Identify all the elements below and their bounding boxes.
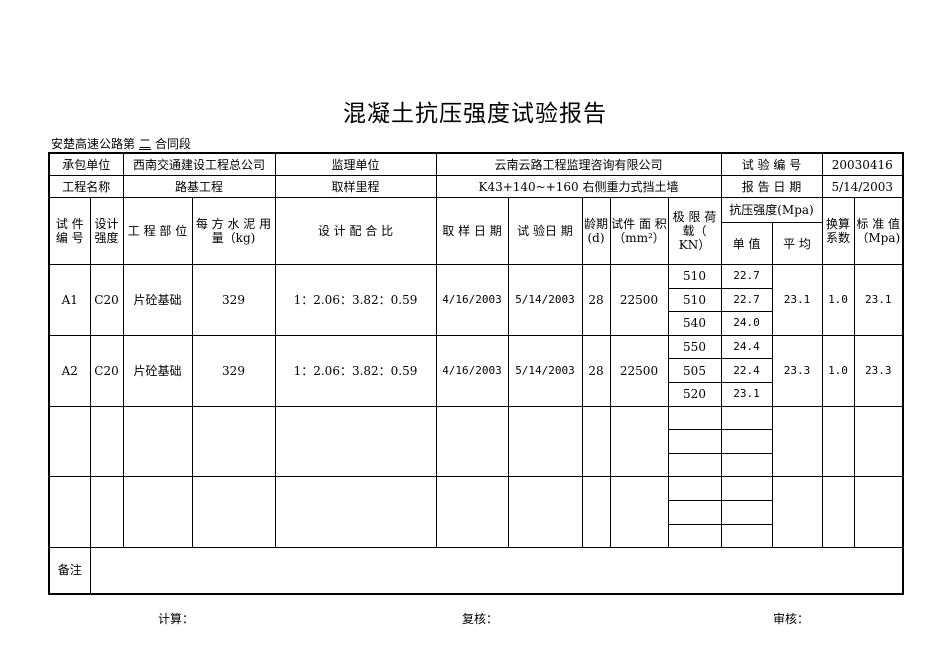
age: 28 (581, 264, 611, 336)
header-standard: 标 准 值（Mpa) (853, 197, 904, 265)
header-test-date: 试 验日 期 (507, 197, 583, 265)
single-strength: 24.0 (720, 311, 773, 336)
mileage-label: 取样里程 (274, 175, 437, 198)
remarks-field[interactable] (89, 547, 904, 595)
average-strength: 23.3 (771, 334, 823, 407)
sample-subrow: 510 22.7 (49, 287, 903, 313)
single-strength: 22.4 (720, 358, 773, 383)
report-date-value: 5/14/2003 (821, 175, 904, 198)
header-mix: 设 计 配 合 比 (274, 197, 437, 265)
contractor-label: 承包单位 (48, 152, 124, 176)
conversion-factor: 1.0 (821, 334, 855, 407)
footer-review: 复核： (462, 612, 499, 626)
cement-amount: 329 (191, 264, 276, 336)
load: 520 (667, 381, 722, 407)
specimen-no: A1 (48, 264, 91, 336)
cement-amount: 329 (191, 334, 276, 407)
test-date: 5/14/2003 (507, 264, 583, 336)
load: 510 (667, 264, 722, 289)
sample-subrow: 505 22.4 (49, 358, 903, 383)
load: 550 (667, 334, 722, 360)
header-load: 极 限 荷 载（ KN） (667, 197, 722, 265)
area: 22500 (609, 334, 669, 407)
conversion-factor: 1.0 (821, 264, 855, 336)
mix-ratio: 1：2.06：3.82：0.59 (274, 264, 437, 336)
sample-row: A1 C20 片砼基础 329 1：2.06：3.82：0.59 4/16/2003 5/1… (48, 264, 904, 336)
single-strength: 23.1 (720, 381, 773, 407)
subtitle-prefix: 安楚高速公路第 (51, 137, 136, 151)
sample-date: 4/16/2003 (435, 264, 509, 336)
header-design-strength: 设计强度 (89, 197, 124, 265)
test-date: 5/14/2003 (507, 334, 583, 407)
project-value: 路基工程 (122, 175, 276, 198)
header-factor: 换算系数 (821, 197, 855, 265)
sample-row: A2 C20 片砼基础 329 1：2.06：3.82：0.59 4/16/2003 5/1… (48, 334, 904, 407)
header-part: 工 程 部 位 (122, 197, 193, 265)
area: 22500 (609, 264, 669, 336)
header-specimen-no: 试 件 编 号 (48, 197, 91, 265)
standard-strength: 23.3 (853, 334, 904, 407)
average-strength: 23.1 (771, 264, 823, 336)
mileage-value: K43+140~+160 右侧重力式挡土墙 (435, 175, 722, 198)
report-date-label: 报 告 日 期 (720, 175, 823, 198)
header-strength: 抗压强度(Mpa) (720, 197, 823, 223)
test-no-label: 试 验 编 号 (720, 152, 823, 176)
header-sample-date: 取 样 日 期 (435, 197, 509, 265)
header-age: 龄期(d) (581, 197, 611, 265)
single-strength: 22.7 (720, 264, 773, 289)
remarks-label: 备注 (48, 547, 91, 595)
design-grade: C20 (89, 334, 124, 407)
footer-calc: 计算： (158, 612, 195, 626)
specimen-no: A2 (48, 334, 91, 407)
part: 片砼基础 (122, 264, 193, 336)
subtitle-section: 二 (139, 137, 152, 151)
standard-strength: 23.1 (853, 264, 904, 336)
header-cement: 每 方 水 泥 用 量（kg) (191, 197, 276, 265)
header-average: 平 均 (771, 222, 823, 265)
contractor-value: 西南交通建设工程总公司 (122, 152, 276, 176)
single-strength: 22.7 (720, 287, 773, 313)
report-table: 承包单位 西南交通建设工程总公司 监理单位 云南云路工程监理咨询有限公司 试 验… (48, 152, 904, 595)
contract-section: 安楚高速公路第二合同段 (51, 135, 191, 152)
footer-audit: 审核： (773, 612, 810, 626)
header-single: 单 值 (720, 222, 773, 265)
sample-subrow: 520 23.1 (49, 381, 903, 407)
part: 片砼基础 (122, 334, 193, 407)
mix-ratio: 1：2.06：3.82：0.59 (274, 334, 437, 407)
supervisor-value: 云南云路工程监理咨询有限公司 (435, 152, 722, 176)
load: 505 (667, 358, 722, 383)
age: 28 (581, 334, 611, 407)
sample-subrow: 540 24.0 (49, 311, 903, 336)
subtitle-suffix: 合同段 (155, 137, 192, 151)
load: 540 (667, 311, 722, 336)
design-grade: C20 (89, 264, 124, 336)
test-no-value: 20030416 (821, 152, 904, 176)
header-area: 试件 面 积（mm²） (609, 197, 669, 265)
supervisor-label: 监理单位 (274, 152, 437, 176)
page-title: 混凝土抗压强度试验报告 (343, 101, 607, 127)
project-label: 工程名称 (48, 175, 124, 198)
sample-date: 4/16/2003 (435, 334, 509, 407)
single-strength: 24.4 (720, 334, 773, 360)
load: 510 (667, 287, 722, 313)
